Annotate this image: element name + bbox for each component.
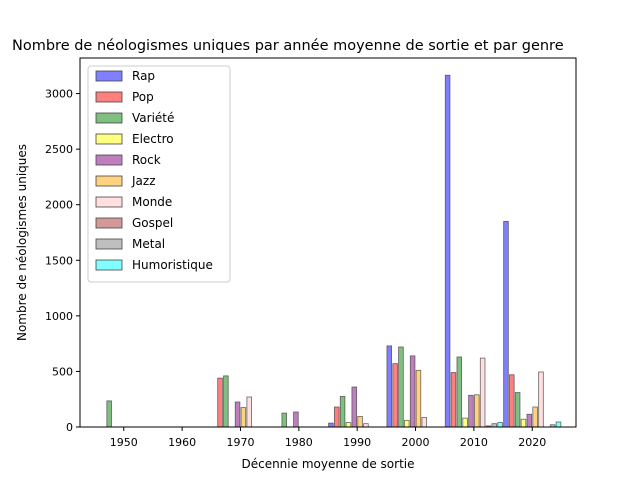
bar-humoristique-2010 xyxy=(497,422,503,428)
x-tick-label: 1950 xyxy=(110,436,138,449)
x-tick-label: 2010 xyxy=(460,436,488,449)
legend-label-electro: Electro xyxy=(132,132,174,146)
legend-swatch-electro xyxy=(95,133,123,145)
bar-electro-2000 xyxy=(404,419,410,428)
bar-monde-2000 xyxy=(421,417,428,428)
bar-monde-1990 xyxy=(363,423,369,428)
bar-variété-1990 xyxy=(339,396,346,428)
y-tick-label: 2500 xyxy=(45,143,73,156)
bar-electro-2020 xyxy=(520,418,527,428)
x-tick-label: 1960 xyxy=(168,436,196,449)
bar-variété-1980 xyxy=(281,412,287,428)
legend-label-rap: Rap xyxy=(132,69,155,83)
bar-pop-2000 xyxy=(392,363,398,428)
legend-swatch-variété xyxy=(95,112,123,124)
bar-pop-1970 xyxy=(217,377,223,428)
bar-variété-2010 xyxy=(456,356,463,428)
y-tick-label: 2000 xyxy=(45,199,73,212)
bar-monde-2010 xyxy=(479,357,486,428)
bar-electro-1990 xyxy=(345,422,352,428)
bar-variété-1970 xyxy=(223,375,229,428)
bar-pop-2010 xyxy=(450,372,457,428)
y-tick-label: 0 xyxy=(66,421,73,434)
plot-area-frame xyxy=(79,57,577,428)
bar-rock-2020 xyxy=(526,413,533,428)
x-tick-label: 1990 xyxy=(343,436,371,449)
bar-monde-2020 xyxy=(538,371,544,428)
bar-rap-2010 xyxy=(444,74,451,428)
bar-rap-2000 xyxy=(386,345,393,428)
bar-electro-2010 xyxy=(462,417,468,428)
legend-label-variété: Variété xyxy=(132,111,174,125)
bar-rap-1990 xyxy=(328,422,334,428)
x-axis: 1950 1960 1970 1980 1990 2000 2010 2020 xyxy=(110,427,546,449)
legend-box xyxy=(87,65,231,283)
y-axis-label: Nombre de néologismes uniques xyxy=(15,144,29,341)
legend-swatch-humoristique xyxy=(95,259,123,271)
bar-jazz-2010 xyxy=(474,394,480,428)
x-tick-label: 2020 xyxy=(518,436,546,449)
bar-rap-2020 xyxy=(503,220,509,428)
bar-humoristique-2020 xyxy=(555,421,562,428)
legend-label-rock: Rock xyxy=(132,153,161,167)
legend-label-monde: Monde xyxy=(132,195,172,209)
x-tick-label: 1980 xyxy=(285,436,313,449)
y-tick-label: 500 xyxy=(52,365,73,378)
bar-rock-2000 xyxy=(409,355,416,428)
x-tick-label: 2000 xyxy=(402,436,430,449)
bar-variété-1950 xyxy=(106,400,112,428)
legend-swatch-rap xyxy=(95,70,123,82)
bar-rock-2010 xyxy=(468,394,474,428)
legend-swatch-metal xyxy=(95,238,123,250)
y-tick-label: 1500 xyxy=(45,254,73,267)
legend-swatch-rock xyxy=(95,154,123,166)
legend-label-humoristique: Humoristique xyxy=(132,258,213,272)
chart-title: Nombre de néologismes uniques par année … xyxy=(12,38,564,54)
bar-variété-2000 xyxy=(398,346,404,428)
legend-label-gospel: Gospel xyxy=(132,216,173,230)
y-tick-label: 3000 xyxy=(45,88,73,101)
bar-metal-2010 xyxy=(491,423,498,428)
bar-rock-1980 xyxy=(293,411,299,428)
y-tick-label: 1000 xyxy=(45,310,73,323)
legend-label-jazz: Jazz xyxy=(131,174,156,188)
legend-swatch-gospel xyxy=(95,217,123,229)
bar-jazz-1970 xyxy=(240,407,247,428)
bar-variété-2020 xyxy=(514,392,521,428)
bar-rock-1990 xyxy=(351,386,357,428)
legend-swatch-pop xyxy=(95,91,123,103)
bar-jazz-1990 xyxy=(357,416,363,428)
bars-layer xyxy=(106,74,562,428)
legend-label-metal: Metal xyxy=(132,237,165,251)
bar-monde-1970 xyxy=(246,396,252,428)
x-tick-label: 1970 xyxy=(226,436,254,449)
x-axis-label: Décennie moyenne de sortie xyxy=(241,457,414,471)
legend-label-pop: Pop xyxy=(132,90,154,104)
legend-swatch-monde xyxy=(95,196,123,208)
bar-jazz-2020 xyxy=(532,406,538,428)
bar-jazz-2000 xyxy=(415,369,422,428)
bar-rock-1970 xyxy=(234,401,241,428)
legend: Rap Pop Variété Electro Rock Jazz Monde Gospel M… xyxy=(87,65,231,283)
legend-swatch-jazz xyxy=(95,175,123,187)
bar-pop-2020 xyxy=(509,374,515,428)
bar-pop-1990 xyxy=(334,406,340,428)
y-axis: 0 500 1000 1500 2000 2500 3000 xyxy=(45,88,80,434)
